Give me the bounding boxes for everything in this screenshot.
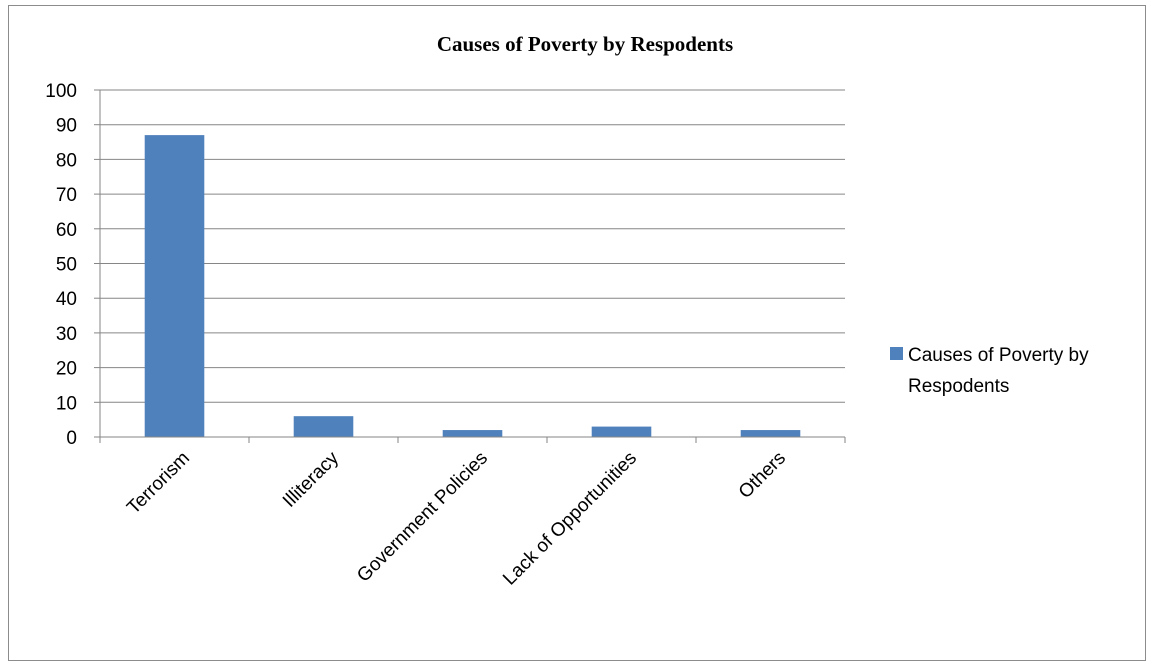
x-category-label: Others — [735, 448, 790, 503]
x-axis: Terrorism Illiteracy Government Policies La… — [99, 436, 846, 590]
x-category-label: Illiteracy — [279, 447, 343, 511]
legend-swatch — [890, 347, 903, 360]
y-tick-label: 20 — [56, 359, 77, 380]
legend-label-line2: Respodents — [908, 376, 1009, 397]
bars — [144, 135, 801, 438]
bar-others — [740, 430, 801, 437]
bar-lack-of-opportunities — [591, 426, 652, 437]
x-category-label: Terrorism — [123, 448, 194, 519]
y-tick-label: 0 — [66, 428, 77, 449]
y-tick-label: 80 — [56, 150, 77, 171]
bar-government-policies — [442, 430, 503, 437]
legend: Causes of Poverty by Respodents — [890, 345, 1089, 397]
bar-terrorism — [144, 135, 205, 438]
y-tick-label: 60 — [56, 220, 77, 241]
legend-label-line1: Causes of Poverty by — [908, 345, 1089, 366]
y-tick-label: 90 — [56, 116, 77, 137]
y-tick-label: 50 — [56, 255, 77, 276]
gridlines — [100, 89, 845, 403]
y-tick-label: 100 — [45, 81, 77, 102]
y-tick-label: 40 — [56, 289, 77, 310]
y-tick-label: 30 — [56, 324, 77, 345]
y-tick-label: 70 — [56, 185, 77, 206]
x-category-label: Government Policies — [353, 448, 492, 587]
y-axis: 0 10 20 30 40 50 60 70 80 90 100 — [45, 81, 101, 449]
bar-illiteracy — [293, 416, 354, 437]
chart-title: Causes of Poverty by Respodents — [437, 32, 733, 56]
x-category-label: Lack of Opportunities — [499, 448, 641, 590]
y-tick-label: 10 — [56, 393, 77, 414]
